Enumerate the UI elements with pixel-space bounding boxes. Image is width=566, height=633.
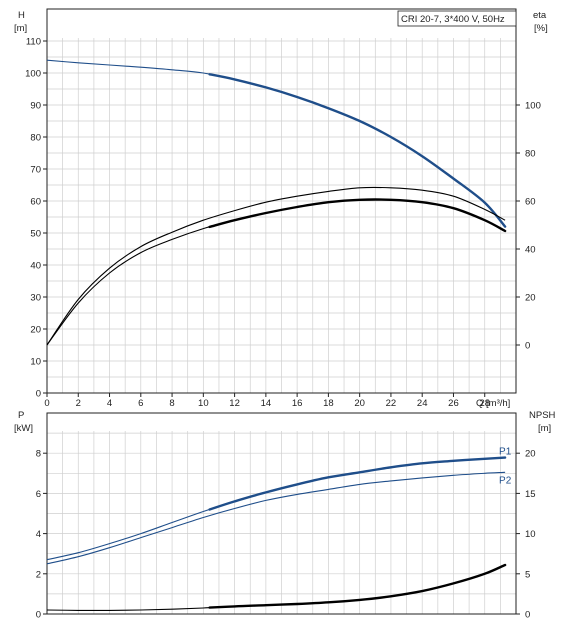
lower-ticks: 0 2 4 6 8 0 5 10 15 20 <box>36 449 536 621</box>
lower-series-line-0 <box>46 457 506 561</box>
upper-series-line-1 <box>46 186 506 346</box>
upper-left-tick-label: 100 <box>25 69 41 80</box>
lower-right-tick-label: 5 <box>525 569 530 580</box>
upper-right-tick-label: 0 <box>525 341 530 352</box>
lower-right-tick-label: 10 <box>525 529 536 540</box>
upper-left-tick-label: 80 <box>30 133 41 144</box>
upper-x-tick-label: 18 <box>323 398 334 409</box>
lower-left-tick-label: 8 <box>36 449 41 460</box>
upper-right-axis-title-1: eta <box>533 10 547 21</box>
lower-series-label-p1: P1 <box>499 447 512 458</box>
lower-grid <box>47 431 516 614</box>
upper-right-tick-label: 40 <box>525 245 536 256</box>
upper-legend-box <box>397 10 517 27</box>
upper-right-axis-title-2: [%] <box>534 23 548 34</box>
upper-left-tick-label: 90 <box>30 101 41 112</box>
lower-right-axis-title-1: NPSH <box>529 410 556 421</box>
lower-left-tick-label: 6 <box>36 489 41 500</box>
lower-right-tick-label: 15 <box>525 489 536 500</box>
lower-right-tick-label: 0 <box>525 610 530 621</box>
upper-x-tick-label: 0 <box>44 398 49 409</box>
upper-series-line-0 <box>46 59 506 227</box>
lower-left-axis-title-2: [kW] <box>14 423 33 434</box>
upper-series-operating-range-0 <box>208 73 507 228</box>
upper-x-tick-label: 24 <box>417 398 428 409</box>
upper-legend-text: CRI 20-7, 3*400 V, 50Hz <box>401 14 505 25</box>
lower-series: P1 P2 <box>46 447 512 611</box>
lower-series-operating-range-0 <box>208 456 507 511</box>
upper-left-tick-label: 40 <box>30 261 41 272</box>
upper-x-tick-label: 26 <box>448 398 459 409</box>
upper-x-tick-label: 4 <box>107 398 112 409</box>
lower-left-tick-label: 4 <box>36 529 41 540</box>
upper-right-tick-label: 20 <box>525 293 536 304</box>
upper-x-tick-label: 28 <box>479 398 490 409</box>
upper-left-tick-label: 60 <box>30 197 41 208</box>
upper-x-tick-label: 2 <box>76 398 81 409</box>
lower-left-tick-label: 0 <box>36 610 41 621</box>
upper-right-tick-label: 60 <box>525 197 536 208</box>
upper-x-tick-label: 14 <box>261 398 272 409</box>
lower-chart-panel: P1 P2 0 2 4 6 8 0 5 10 15 20 P [kW] NPSH [m] <box>14 410 556 621</box>
upper-x-tick-label: 8 <box>169 398 174 409</box>
upper-left-tick-label: 10 <box>30 357 41 368</box>
upper-x-axis-title: Q [m³/h] <box>476 398 510 409</box>
upper-left-tick-label: 20 <box>30 325 41 336</box>
upper-left-tick-label: 30 <box>30 293 41 304</box>
upper-right-tick-label: 100 <box>525 101 541 112</box>
upper-left-tick-label: 70 <box>30 165 41 176</box>
lower-right-tick-label: 20 <box>525 449 536 460</box>
lower-left-axis-title-1: P <box>18 410 24 421</box>
lower-series-label-p2: P2 <box>499 475 512 486</box>
upper-left-axis-title-1: H <box>18 10 25 21</box>
upper-left-axis-title-2: [m] <box>14 23 27 34</box>
lower-left-tick-label: 2 <box>36 569 41 580</box>
upper-x-tick-label: 12 <box>229 398 240 409</box>
upper-x-tick-label: 6 <box>138 398 143 409</box>
upper-x-tick-label: 20 <box>354 398 365 409</box>
upper-series-line-2 <box>46 198 506 346</box>
upper-left-tick-label: 0 <box>36 389 41 400</box>
lower-frame <box>46 412 517 615</box>
upper-series <box>46 59 507 346</box>
upper-x-tick-label: 10 <box>198 398 209 409</box>
lower-series-line-1 <box>46 471 506 565</box>
upper-right-tick-label: 80 <box>525 149 536 160</box>
upper-x-tick-label: 22 <box>386 398 397 409</box>
upper-left-tick-label: 50 <box>30 229 41 240</box>
upper-left-tick-label: 110 <box>26 37 41 48</box>
lower-series-operating-range-2 <box>208 563 507 609</box>
lower-right-axis-title-2: [m] <box>538 423 551 434</box>
upper-x-tick-label: 16 <box>292 398 303 409</box>
upper-series-operating-range-2 <box>208 198 507 233</box>
